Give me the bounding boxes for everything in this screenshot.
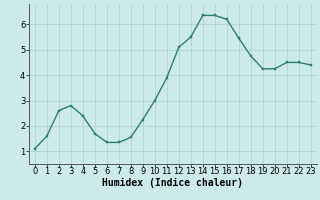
X-axis label: Humidex (Indice chaleur): Humidex (Indice chaleur) (102, 178, 243, 188)
